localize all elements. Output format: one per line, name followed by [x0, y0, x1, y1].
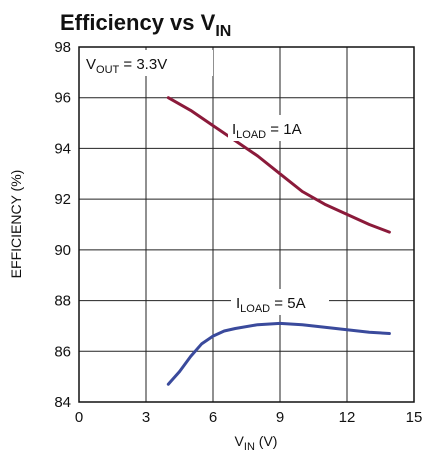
x-axis-ticks: 0 3 6 9 12 15 — [75, 409, 423, 426]
y-tick-label-7: 98 — [54, 39, 71, 56]
plot-frame — [78, 46, 415, 403]
series-5a-label-bg — [231, 289, 329, 315]
y-tick-label-3: 90 — [54, 242, 71, 259]
vout-annotation-bg — [81, 50, 213, 76]
y-tick-label-5: 94 — [54, 140, 71, 157]
x-tick-label-3: 9 — [276, 409, 284, 426]
y-axis-label: EFFICIENCY (%) — [8, 170, 24, 279]
series-layer — [166, 96, 391, 386]
y-tick-label-1: 86 — [54, 343, 71, 360]
series-label-5a: ILOAD = 5A — [236, 295, 306, 315]
series-1a-label-bg — [228, 115, 320, 141]
x-tick-label-0: 0 — [75, 409, 83, 426]
chart-title-sub: IN — [215, 23, 231, 40]
y-tick-label-2: 88 — [54, 293, 71, 310]
series-label-1a: ILOAD = 1A — [232, 121, 302, 141]
series-line-0 — [166, 96, 391, 234]
x-tick-label-4: 12 — [339, 409, 356, 426]
x-tick-label-2: 6 — [209, 409, 217, 426]
grid — [79, 47, 414, 402]
series-line-1 — [166, 321, 391, 386]
y-axis-ticks: 84 86 88 90 92 94 96 98 — [54, 39, 71, 411]
y-tick-label-0: 84 — [54, 394, 71, 411]
x-tick-label-1: 3 — [142, 409, 150, 426]
x-tick-label-5: 15 — [406, 409, 423, 426]
vout-annotation: VOUT = 3.3V — [86, 56, 167, 76]
y-tick-label-6: 96 — [54, 90, 71, 107]
chart-title: Efficiency vs VIN — [60, 10, 231, 40]
chart-title-main: Efficiency vs V — [60, 10, 216, 35]
x-axis-label: VIN (V) — [235, 433, 278, 453]
y-tick-label-4: 92 — [54, 191, 71, 208]
